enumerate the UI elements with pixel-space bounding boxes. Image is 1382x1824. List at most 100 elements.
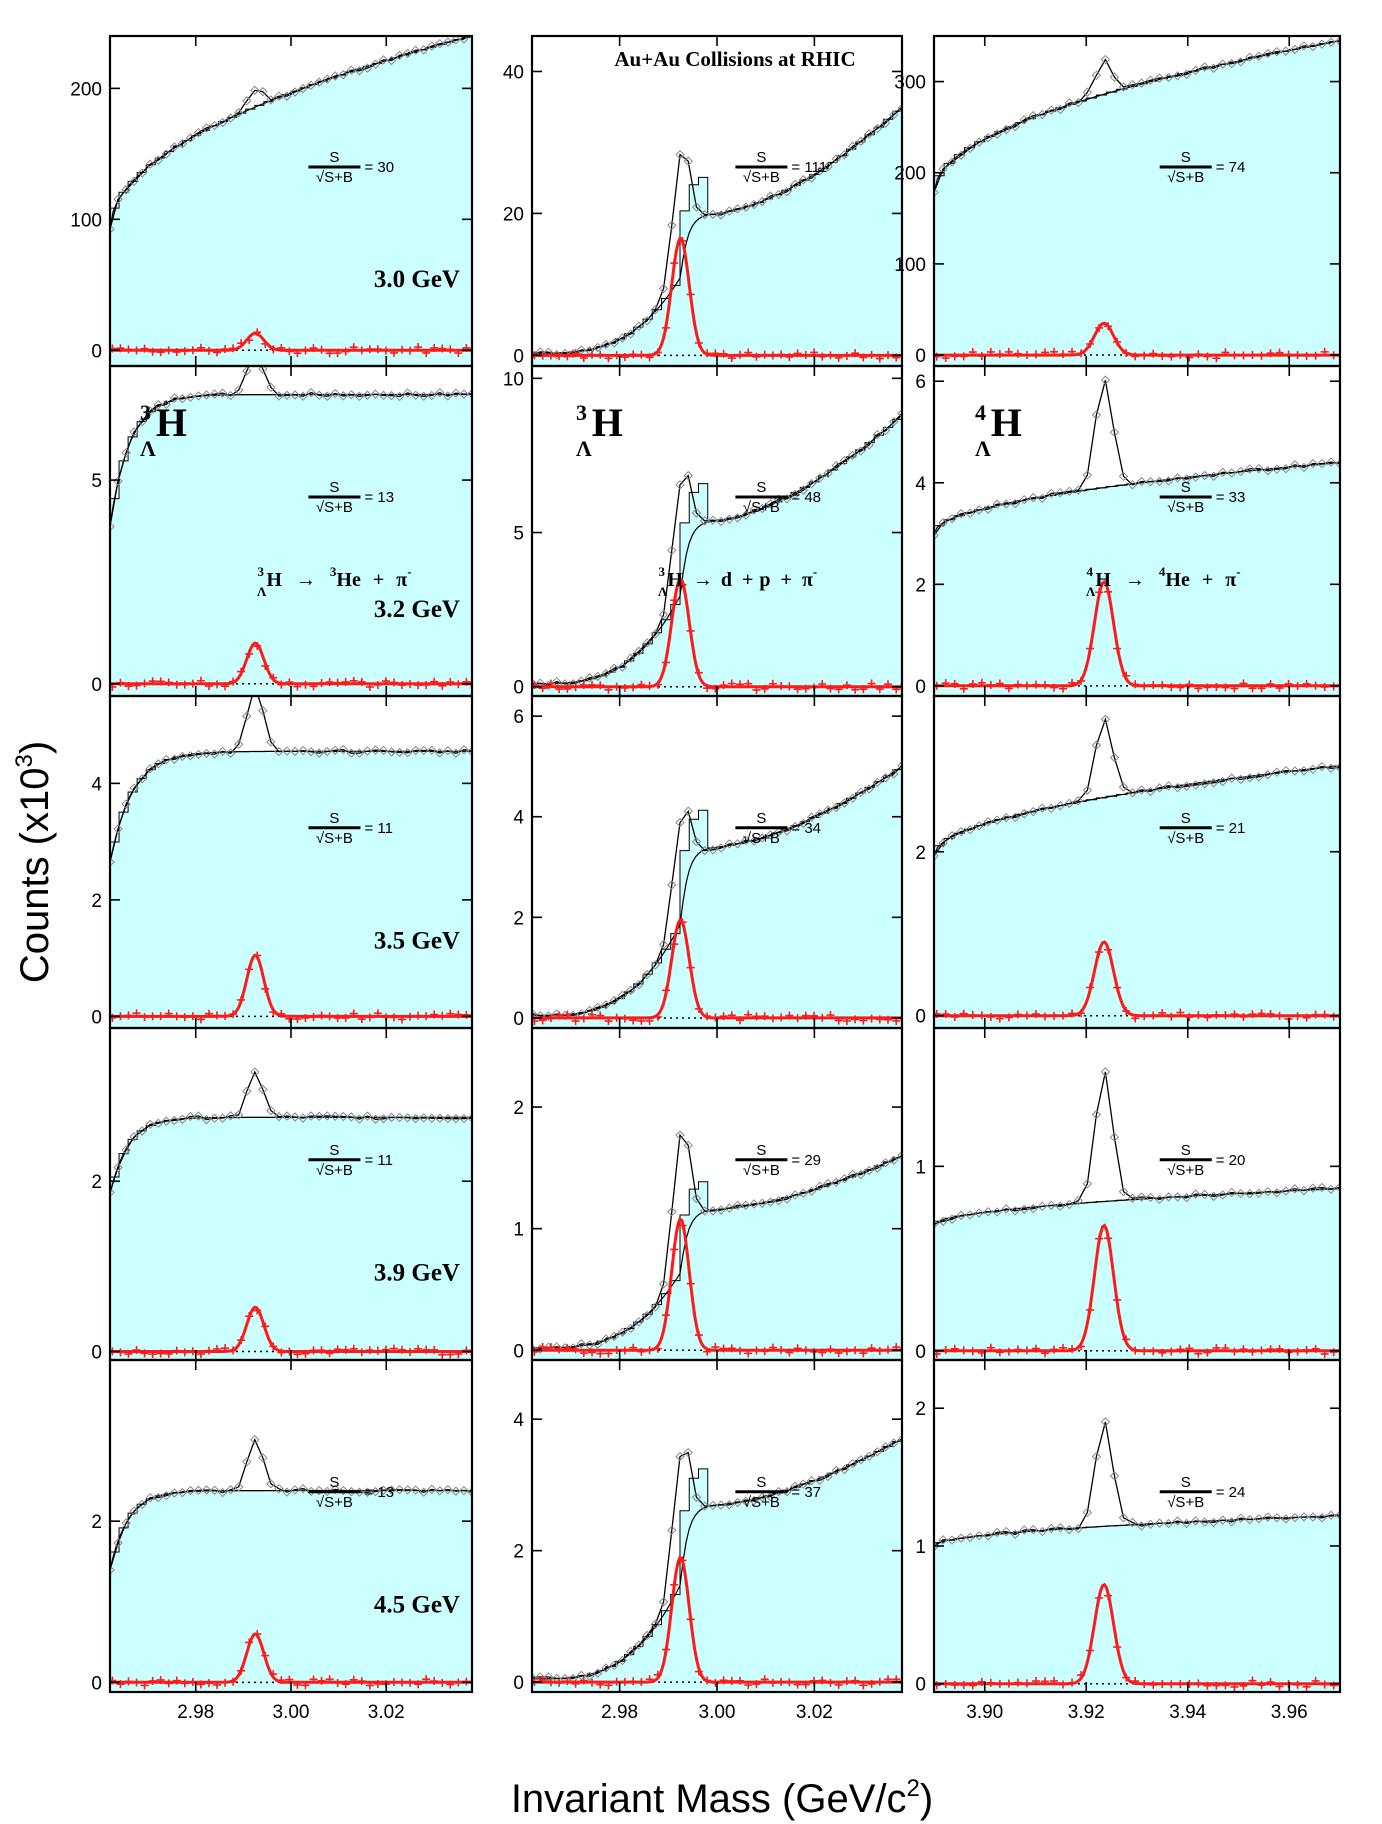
svg-text:S: S	[1181, 810, 1191, 827]
data-point	[782, 187, 792, 197]
svg-text:√S+B: √S+B	[743, 1162, 780, 1179]
data-point	[856, 446, 866, 456]
data-point	[419, 391, 429, 402]
y-tick-label: 0	[91, 1342, 102, 1363]
signal-point	[1158, 1008, 1167, 1017]
signal-point	[204, 1346, 213, 1355]
signal-point	[221, 682, 230, 691]
significance-label: S √S+B = 111	[735, 149, 827, 186]
panel-r0-c0: 0 100 200 S √S+B = 30 3.0 GeV	[70, 34, 474, 368]
data-point	[362, 390, 373, 400]
signal-point	[414, 1680, 423, 1689]
data-point	[856, 136, 866, 146]
signal-point	[1203, 1013, 1212, 1022]
signal-point	[341, 1345, 350, 1354]
y-tick-label: 2	[91, 891, 102, 912]
data-point	[185, 1485, 196, 1496]
data-point	[314, 1111, 324, 1121]
data-point	[354, 748, 365, 758]
data-point	[757, 1492, 767, 1502]
signal-point	[777, 682, 786, 691]
signal-point	[1031, 1344, 1040, 1353]
data-point	[354, 391, 365, 402]
signal-point	[1230, 1682, 1239, 1691]
data-point	[798, 818, 809, 829]
decay-label-col2: 3 ΛH → d + p + π-	[658, 564, 817, 599]
data-point	[708, 209, 718, 220]
data-point	[427, 1113, 437, 1123]
data-point	[741, 202, 751, 212]
svg-text:= 13: = 13	[364, 1484, 394, 1501]
data-point	[1091, 1451, 1102, 1462]
data-point	[346, 390, 357, 400]
data-point	[749, 1496, 759, 1506]
svg-text:√S+B: √S+B	[316, 169, 353, 186]
data-point	[402, 1485, 413, 1495]
panel-r1-c2: 0 2 4 6 S √S+B = 33	[915, 364, 1342, 698]
data-point	[691, 202, 702, 212]
signal-point	[325, 1012, 334, 1021]
signal-point	[422, 680, 431, 689]
svg-text:S: S	[756, 1474, 766, 1491]
data-point	[386, 1485, 397, 1495]
data-point	[601, 668, 611, 679]
signal-point	[703, 1012, 712, 1021]
data-point	[185, 751, 196, 761]
background-histogram	[934, 41, 1340, 366]
signal-point	[406, 680, 415, 689]
data-point	[1136, 1192, 1147, 1202]
data-point	[1227, 58, 1237, 69]
data-point	[1100, 375, 1111, 385]
signal-point	[859, 1681, 868, 1690]
data-point	[1055, 1201, 1066, 1211]
data-point	[992, 1207, 1002, 1217]
data-point	[1100, 1067, 1111, 1077]
data-point	[683, 470, 693, 481]
svg-text:S: S	[329, 479, 339, 496]
data-point	[864, 1451, 874, 1462]
data-point	[1308, 1512, 1318, 1522]
signal-point	[438, 1350, 447, 1359]
data-point	[435, 1486, 445, 1496]
y-tick-label: 0	[915, 1007, 926, 1028]
data-point	[675, 149, 685, 160]
signal-point	[389, 1013, 398, 1022]
signal-point	[859, 1016, 868, 1025]
svg-text:√S+B: √S+B	[1167, 1494, 1204, 1511]
signal-point	[454, 1349, 463, 1358]
significance-label: S √S+B = 34	[735, 810, 821, 847]
signal-point	[180, 1013, 189, 1022]
data-point	[1127, 1517, 1138, 1528]
signal-point	[1221, 348, 1230, 357]
svg-text:= 13: = 13	[364, 489, 394, 506]
signal-point	[430, 1345, 439, 1354]
signal-point	[604, 685, 613, 694]
signal-point	[373, 680, 382, 689]
data-point	[847, 450, 858, 461]
y-tick-label: 0	[915, 677, 926, 698]
signal-point	[588, 1678, 597, 1687]
y-tick-label: 0	[91, 1007, 102, 1028]
svg-text:= 24: = 24	[1216, 1484, 1246, 1501]
signal-point	[867, 350, 876, 359]
data-point	[1263, 1186, 1273, 1197]
data-point	[1254, 772, 1264, 782]
data-point	[1073, 1195, 1084, 1206]
data-point	[121, 185, 131, 195]
signal-point	[1248, 684, 1257, 693]
data-point	[386, 747, 397, 757]
data-point	[741, 510, 751, 520]
data-point	[765, 499, 776, 509]
data-point	[1254, 1188, 1264, 1198]
data-point	[965, 824, 975, 835]
data-point	[956, 1533, 966, 1543]
signal-point	[245, 1312, 254, 1321]
signal-point	[229, 1346, 238, 1355]
signal-point	[422, 1012, 431, 1021]
signal-point	[1122, 349, 1131, 358]
data-point	[667, 1525, 677, 1535]
data-point	[625, 1646, 636, 1657]
decay-label-col3: 4 ΛH → 4He + π-	[1086, 564, 1241, 599]
signal-point	[1203, 683, 1212, 692]
signal-point	[571, 1679, 580, 1688]
